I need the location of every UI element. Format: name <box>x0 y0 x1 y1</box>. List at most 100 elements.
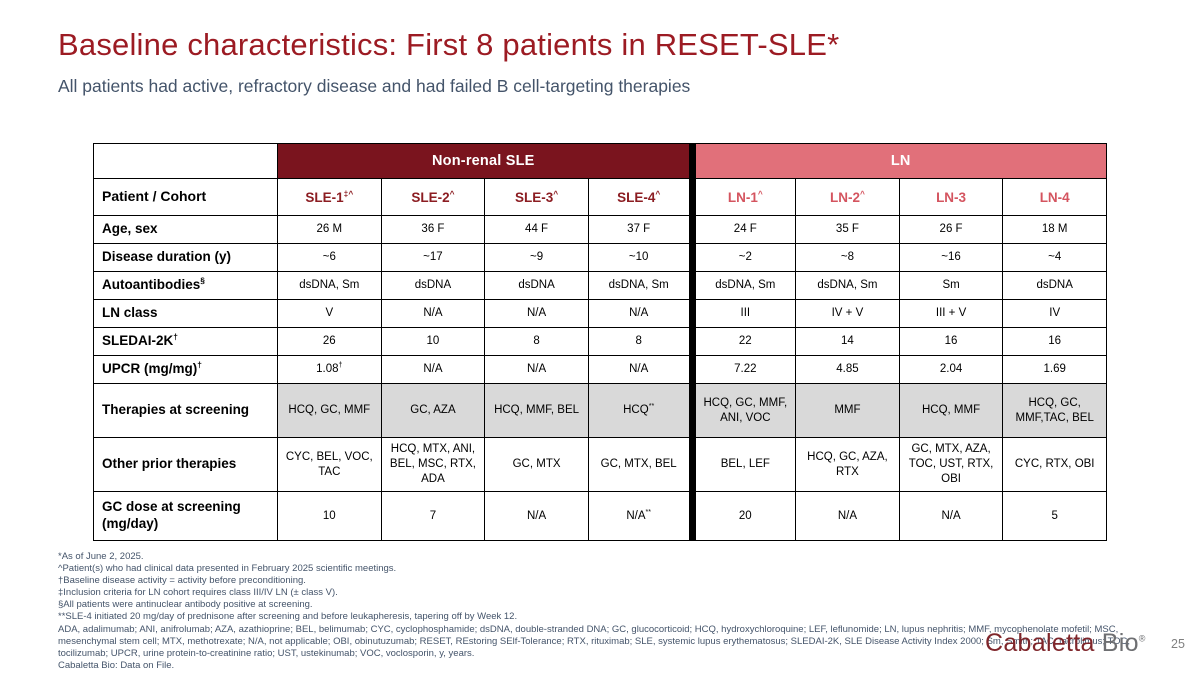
table-cell: 35 F <box>795 215 900 244</box>
table-cell: HCQ, GC, AZA, RTX <box>795 437 900 492</box>
table-cell: 36 F <box>380 215 486 244</box>
table-cell: 5 <box>1002 491 1107 541</box>
footnote-line-2: ^Patient(s) who had clinical data presen… <box>58 563 397 575</box>
logo-text-bio: Bio <box>1101 629 1139 657</box>
table-cell: N/A <box>380 299 486 328</box>
table-cell: 16 <box>898 327 1004 356</box>
table-cell: GC, MTX, AZA, TOC, UST, RTX, OBI <box>898 437 1004 492</box>
table-cell: HCQ, GC, MMF, ANI, VOC <box>688 383 797 438</box>
table-cell: 20 <box>688 491 797 541</box>
row-label: Autoantibodies§ <box>93 271 278 300</box>
table-cell: HCQ, GC, MMF,TAC, BEL <box>1002 383 1107 438</box>
table-cell: IV + V <box>795 299 900 328</box>
table-cell: 8 <box>587 327 693 356</box>
row-label: Other prior therapies <box>93 437 278 492</box>
table-cell: 16 <box>1002 327 1107 356</box>
column-header-patient-cohort: Patient / Cohort <box>93 178 278 216</box>
table-cell: GC, MTX, BEL <box>587 437 693 492</box>
table-cell: dsDNA <box>484 271 589 300</box>
table-cell: ~16 <box>898 243 1004 272</box>
row-label: Age, sex <box>93 215 278 244</box>
table-cell: HCQ** <box>587 383 693 438</box>
column-header-ln-1: LN-1^ <box>688 178 797 216</box>
table-cell: N/A <box>380 355 486 384</box>
slide-subtitle: All patients had active, refractory dise… <box>58 76 691 96</box>
table-cell: N/A <box>484 355 589 384</box>
table-cell: dsDNA <box>1002 271 1107 300</box>
table-cell: HCQ, GC, MMF <box>277 383 382 438</box>
footnote-line-6: **SLE-4 initiated 20 mg/day of prednison… <box>58 611 518 623</box>
column-header-sle-3: SLE-3^ <box>484 178 589 216</box>
footnote-line-7: ADA, adalimumab; ANI, anifrolumab; AZA, … <box>58 623 1130 659</box>
table-cell: ~8 <box>795 243 900 272</box>
table-cell: ~2 <box>688 243 797 272</box>
table-cell: 1.69 <box>1002 355 1107 384</box>
table-cell: IV <box>1002 299 1107 328</box>
column-header-sle-4: SLE-4^ <box>587 178 693 216</box>
table-cell: 2.04 <box>898 355 1004 384</box>
table-cell: ~4 <box>1002 243 1107 272</box>
table-cell: 26 M <box>277 215 382 244</box>
table-cell: ~17 <box>380 243 486 272</box>
table-cell: BEL, LEF <box>688 437 797 492</box>
table-cell: 22 <box>688 327 797 356</box>
table-cell: N/A <box>587 299 693 328</box>
table-cell: HCQ, MTX, ANI, BEL, MSC, RTX, ADA <box>380 437 486 492</box>
table-cell: 37 F <box>587 215 693 244</box>
column-header-sle-1: SLE-1‡^ <box>277 178 382 216</box>
table-row: GC dose at screening (mg/day) 10 7 N/A N/A**… <box>93 491 1107 541</box>
table-cell: HCQ, MMF, BEL <box>484 383 589 438</box>
column-header-ln-2: LN-2^ <box>795 178 900 216</box>
table-cell: 7.22 <box>688 355 797 384</box>
table-cell: N/A** <box>587 491 693 541</box>
table-row: Therapies at screening HCQ, GC, MMF GC, AZ… <box>93 383 1107 438</box>
footnote-line-5: §All patients were antinuclear antibody … <box>58 599 313 611</box>
table-cell: HCQ, MMF <box>898 383 1004 438</box>
table-cell: dsDNA, Sm <box>688 271 797 300</box>
group-header-non-renal-sle: Non-renal SLE <box>277 143 693 179</box>
footnotes: *As of June 2, 2025. ^Patient(s) who had … <box>58 551 1163 672</box>
table-corner-spacer <box>93 143 278 179</box>
table-cell: 7 <box>380 491 486 541</box>
table-cell: dsDNA <box>380 271 486 300</box>
row-label: Therapies at screening <box>93 383 278 438</box>
table-cell: N/A <box>795 491 900 541</box>
column-header-ln-3: LN-3 <box>898 178 1004 216</box>
table-cell: 10 <box>380 327 486 356</box>
table-cell: 26 <box>277 327 382 356</box>
table-cell: V <box>277 299 382 328</box>
table-row: Autoantibodies§ dsDNA, Sm dsDNA dsDNA dsDNA,… <box>93 271 1107 300</box>
table-cell: GC, AZA <box>380 383 486 438</box>
page-number: 25 <box>1171 637 1185 651</box>
footnote-line-8: Cabaletta Bio: Data on File. <box>58 659 175 671</box>
table-row: UPCR (mg/mg)† 1.08† N/A N/A N/A 7.22 4.85 2.04 1… <box>93 355 1107 384</box>
table-row: Other prior therapies CYC, BEL, VOC, TAC H… <box>93 437 1107 492</box>
table-cell: dsDNA, Sm <box>277 271 382 300</box>
table-cell: III <box>688 299 797 328</box>
footnote-line-4: ‡Inclusion criteria for LN cohort requir… <box>58 587 338 599</box>
table-cell: 14 <box>795 327 900 356</box>
table-cell: MMF <box>795 383 900 438</box>
table-cell: dsDNA, Sm <box>795 271 900 300</box>
table-cell: 4.85 <box>795 355 900 384</box>
table-cell: Sm <box>898 271 1004 300</box>
cabaletta-bio-logo: Cabaletta Bio® <box>985 629 1146 658</box>
table-cell: 8 <box>484 327 589 356</box>
registered-trademark-icon: ® <box>1138 633 1146 644</box>
table-cell: 24 F <box>688 215 797 244</box>
table-cell: ~10 <box>587 243 693 272</box>
table-cell: dsDNA, Sm <box>587 271 693 300</box>
table-cell: 18 M <box>1002 215 1107 244</box>
table-row: Age, sex 26 M 36 F 44 F 37 F 24 F 35 F 26 F 18 M <box>93 215 1107 244</box>
table-row: SLEDAI-2K† 26 10 8 8 22 14 16 16 <box>93 327 1107 356</box>
table-cell: 1.08† <box>277 355 382 384</box>
table-row: Disease duration (y) ~6 ~17 ~9 ~10 ~2 ~8 ~16 ~4 <box>93 243 1107 272</box>
table-cell: N/A <box>587 355 693 384</box>
table-cell: CYC, RTX, OBI <box>1002 437 1107 492</box>
table-cell: GC, MTX <box>484 437 589 492</box>
table-cell: N/A <box>898 491 1004 541</box>
table-header: Non-renal SLE LN Patient / Cohort SLE-1‡^ SL… <box>93 143 1107 216</box>
table-body: Age, sex 26 M 36 F 44 F 37 F 24 F 35 F 26 F 18 M… <box>93 215 1107 541</box>
row-label: GC dose at screening (mg/day) <box>93 491 278 541</box>
